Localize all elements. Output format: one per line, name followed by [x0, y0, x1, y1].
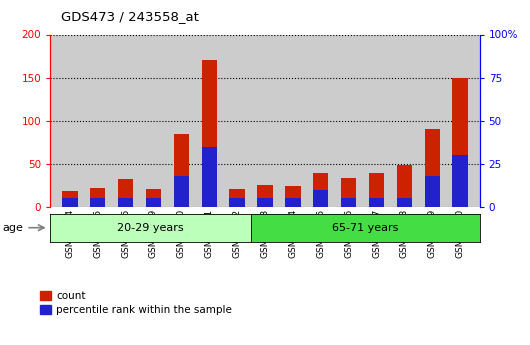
- Bar: [341, 178, 356, 207]
- Bar: [369, 198, 384, 207]
- Bar: [369, 172, 384, 207]
- Bar: [201, 147, 217, 207]
- Bar: [313, 190, 329, 207]
- Bar: [174, 176, 189, 207]
- Bar: [201, 60, 217, 207]
- Bar: [118, 179, 133, 207]
- Bar: [425, 129, 440, 207]
- Bar: [397, 165, 412, 207]
- Bar: [146, 189, 161, 207]
- Bar: [313, 172, 329, 207]
- Bar: [90, 198, 105, 207]
- Text: GDS473 / 243558_at: GDS473 / 243558_at: [61, 10, 199, 23]
- Bar: [341, 198, 356, 207]
- Bar: [453, 155, 468, 207]
- Bar: [285, 198, 301, 207]
- Bar: [229, 189, 245, 207]
- Bar: [258, 198, 272, 207]
- Legend: count, percentile rank within the sample: count, percentile rank within the sample: [36, 287, 236, 319]
- Bar: [397, 198, 412, 207]
- Bar: [118, 198, 133, 207]
- Bar: [229, 198, 245, 207]
- Bar: [90, 188, 105, 207]
- Bar: [285, 186, 301, 207]
- Bar: [62, 190, 77, 207]
- Bar: [258, 185, 272, 207]
- Text: 65-71 years: 65-71 years: [332, 223, 399, 233]
- Bar: [146, 198, 161, 207]
- Bar: [425, 176, 440, 207]
- Bar: [453, 78, 468, 207]
- Text: age: age: [3, 223, 23, 233]
- Bar: [174, 134, 189, 207]
- Bar: [62, 198, 77, 207]
- Text: 20-29 years: 20-29 years: [117, 223, 184, 233]
